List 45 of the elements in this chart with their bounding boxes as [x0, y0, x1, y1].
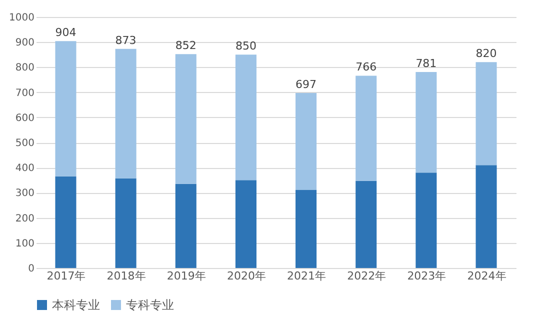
bar — [235, 54, 256, 180]
y-tick-label: 0 — [28, 264, 34, 274]
x-tick-label: 2019年 — [166, 270, 206, 282]
y-tick-label: 100 — [15, 238, 34, 250]
bar — [55, 176, 76, 268]
bar — [235, 180, 256, 268]
y-tick-label: 500 — [15, 138, 34, 149]
total-label: 781 — [416, 56, 437, 70]
y-tick-label: 800 — [15, 62, 34, 74]
y-tick-label: 1000 — [9, 12, 34, 24]
bar — [115, 178, 136, 268]
y-tick-label: 400 — [15, 163, 34, 174]
bar — [175, 54, 196, 184]
bar — [55, 41, 76, 176]
y-tick-label: 300 — [15, 188, 34, 200]
total-label: 852 — [175, 39, 196, 52]
x-tick-label: 2020年 — [226, 270, 266, 282]
x-tick-label: 2018年 — [106, 270, 146, 282]
bar — [175, 184, 196, 268]
bar — [476, 165, 497, 268]
bar — [296, 190, 317, 268]
x-tick-label: 2022年 — [347, 270, 386, 282]
legend-label: 本科专业 — [52, 298, 100, 312]
x-tick-label: 2017年 — [46, 270, 86, 282]
y-tick-label: 900 — [15, 38, 34, 49]
x-tick-label: 2021年 — [287, 270, 326, 282]
y-tick-label: 200 — [15, 213, 34, 224]
total-label: 820 — [476, 47, 497, 60]
total-label: 904 — [55, 26, 76, 40]
total-label: 697 — [296, 78, 317, 92]
bar — [115, 48, 136, 178]
bar — [476, 62, 497, 166]
x-tick-label: 2023年 — [407, 270, 446, 282]
bar — [356, 76, 377, 181]
total-label: 873 — [115, 34, 136, 47]
total-label: 766 — [356, 60, 377, 74]
x-tick-label: 2024年 — [467, 270, 506, 282]
bar — [416, 172, 437, 268]
y-tick-label: 600 — [15, 112, 34, 124]
legend-label: 专科专业 — [126, 298, 174, 312]
bar — [416, 72, 437, 173]
y-tick-label: 700 — [15, 88, 34, 99]
bar — [296, 93, 317, 190]
total-label: 850 — [235, 40, 256, 53]
bar — [356, 180, 377, 268]
